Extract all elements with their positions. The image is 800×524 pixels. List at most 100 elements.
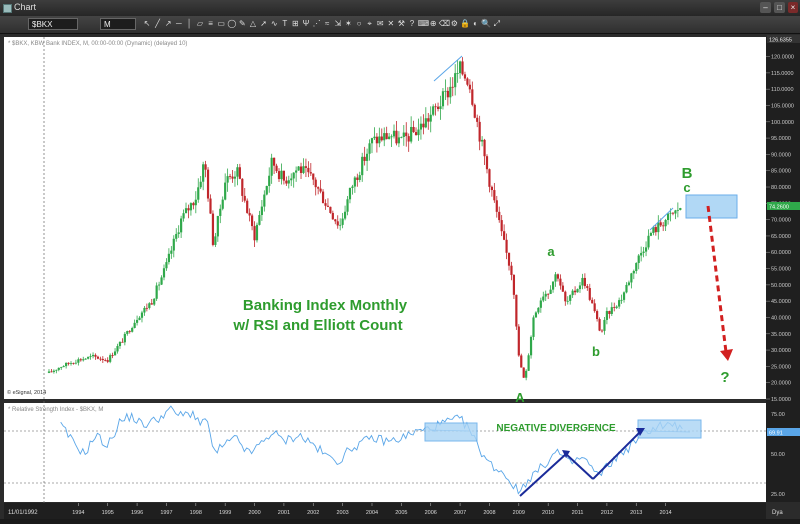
candle-body <box>69 363 73 365</box>
ray-icon[interactable]: ↗ <box>164 19 172 28</box>
candle-body <box>485 156 489 170</box>
horizontal-line-icon[interactable]: ─ <box>175 19 182 28</box>
rsi-arrow-2 <box>565 453 594 480</box>
keys-icon[interactable]: ⌨ <box>417 19 430 28</box>
candle-body <box>297 166 300 171</box>
candle-body <box>214 236 217 245</box>
zoom-icon[interactable]: 🔍 <box>481 19 492 28</box>
candle-body <box>290 178 293 181</box>
price-tick-label: 60.0000 <box>771 250 791 256</box>
candle-body <box>307 167 310 173</box>
chart-area[interactable]: * $BKX, KBW Bank INDEX, M, 00:00-00:00 (… <box>0 34 800 519</box>
candle-body <box>246 200 249 213</box>
maximize-icon[interactable]: □ <box>774 2 785 13</box>
measure-icon[interactable]: ⇲ <box>334 19 342 28</box>
candle-body <box>515 294 518 327</box>
minimize-icon[interactable]: – <box>760 2 771 13</box>
vertical-line-icon[interactable]: │ <box>186 19 192 28</box>
pointer-icon[interactable]: ↖ <box>143 19 151 28</box>
candle-body <box>287 180 290 184</box>
ellipse-icon[interactable]: ◯ <box>227 19 237 28</box>
speed-lines-icon[interactable]: ⋰ <box>312 19 321 28</box>
circle-icon[interactable]: ○ <box>356 19 362 28</box>
price-pane-header: * $BKX, KBW Bank INDEX, M, 00:00-00:00 (… <box>8 41 187 47</box>
cycle-icon[interactable]: ∿ <box>270 19 278 28</box>
regression-icon[interactable]: ≈ <box>324 19 330 28</box>
candle-body <box>331 212 334 220</box>
price-pane[interactable] <box>4 37 766 399</box>
candle-body <box>216 215 219 237</box>
fibonacci-icon[interactable]: ≡ <box>208 19 213 28</box>
candle-body <box>170 250 173 254</box>
rsi-tick-label: 50.00 <box>771 452 785 458</box>
hide-icon[interactable]: ◐ <box>473 19 479 28</box>
window-icon <box>3 4 12 13</box>
arrow-icon[interactable]: ➚ <box>260 19 267 28</box>
candle-body <box>525 370 528 378</box>
price-tick-label: 45.0000 <box>771 299 791 305</box>
candle-body <box>106 360 109 362</box>
line-icon[interactable]: ╱ <box>155 19 160 28</box>
candle-body <box>343 211 347 219</box>
box-icon[interactable]: ▭ <box>217 19 225 28</box>
candle-body <box>471 89 474 105</box>
candle-body <box>89 356 92 357</box>
candle-body <box>566 300 569 302</box>
candle-body <box>483 139 486 157</box>
pitchfork-icon[interactable]: Ψ <box>302 19 310 28</box>
pen-icon[interactable]: ✎ <box>239 19 246 28</box>
eraser-icon[interactable]: ⌫ <box>438 19 451 28</box>
candle-body <box>542 296 545 301</box>
candle-body <box>224 182 227 200</box>
close-icon[interactable]: × <box>788 2 798 13</box>
target-box[interactable] <box>685 194 738 219</box>
candle-body <box>400 136 403 138</box>
channel-icon[interactable]: ▱ <box>196 19 204 28</box>
candle-body <box>155 285 158 299</box>
magnet-icon[interactable]: ⊕ <box>429 19 437 28</box>
help-icon[interactable]: ? <box>409 19 415 28</box>
note-icon[interactable]: ✉ <box>376 19 384 28</box>
time-tick-label: 2010 <box>542 510 554 516</box>
candle-body <box>199 181 202 188</box>
candle-body <box>145 307 148 309</box>
candle-body <box>299 166 303 173</box>
delete-icon[interactable]: ✕ <box>387 19 395 28</box>
last-price-box <box>767 202 800 210</box>
fan-icon[interactable]: ✶ <box>345 19 352 28</box>
candle-body <box>370 138 374 144</box>
cursor-icon[interactable]: ⌖ <box>367 19 372 28</box>
candle-body <box>77 359 80 363</box>
gann-icon[interactable]: ⊞ <box>292 19 299 28</box>
candle-body <box>635 263 638 271</box>
expand-icon[interactable]: ⤢ <box>493 19 500 28</box>
rsi-box-2014[interactable] <box>637 419 702 439</box>
candle-body <box>158 284 161 286</box>
tools-icon[interactable]: ⚒ <box>397 19 405 28</box>
rsi-pane[interactable] <box>4 403 766 502</box>
interval-select[interactable]: M <box>100 18 136 30</box>
rsi-box-2007[interactable] <box>424 422 478 442</box>
candle-body <box>618 300 621 307</box>
dya-label: Dya <box>772 510 783 516</box>
candle-body <box>238 167 241 179</box>
candle-body <box>143 307 146 313</box>
candle-body <box>84 358 87 360</box>
trendline-2014-peak <box>649 207 674 231</box>
candle-body <box>153 298 156 305</box>
candle-body <box>454 73 457 88</box>
text-icon[interactable]: T <box>282 19 288 28</box>
lock-icon[interactable]: 🔒 <box>460 19 470 28</box>
price-tick-label: 100.0000 <box>771 120 794 126</box>
settings-icon[interactable]: ⚙ <box>450 19 458 28</box>
candle-body <box>586 286 589 289</box>
candle-body <box>659 222 662 226</box>
price-candles <box>47 57 682 381</box>
triangle-icon[interactable]: △ <box>249 19 257 28</box>
candle-body <box>603 319 606 331</box>
candle-body <box>405 132 408 137</box>
wave-label-A: A <box>515 390 525 405</box>
symbol-input[interactable]: $BKX <box>28 18 78 30</box>
candle-body <box>319 188 322 192</box>
candle-body <box>317 187 320 189</box>
